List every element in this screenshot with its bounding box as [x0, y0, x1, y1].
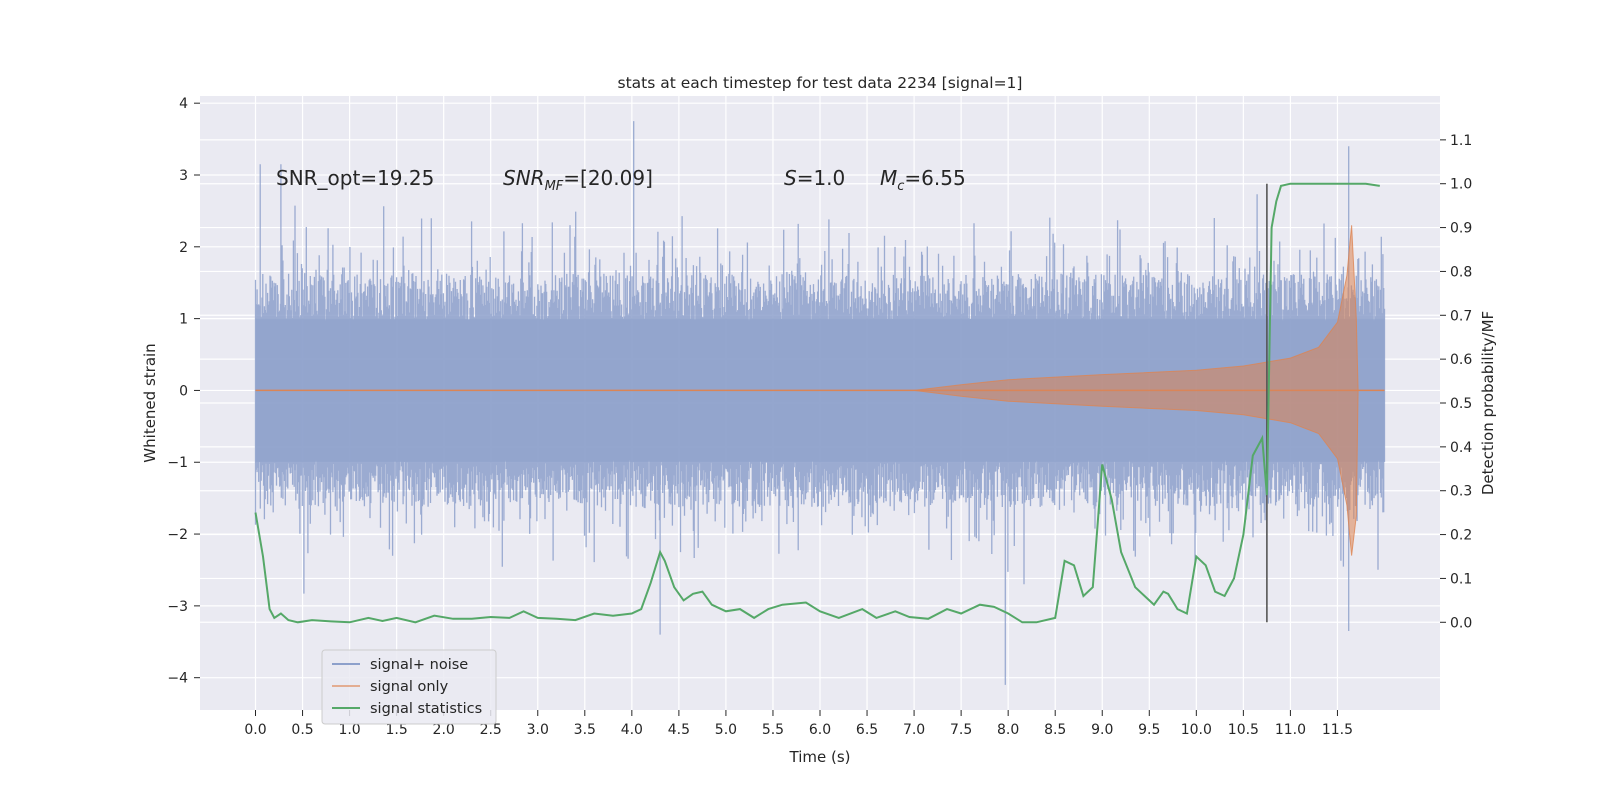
chart-title: stats at each timestep for test data 223… — [618, 74, 1023, 92]
x-tick-label: 9.5 — [1138, 722, 1160, 738]
y-tick-label: −3 — [167, 599, 188, 615]
y-axis-label: Whitened strain — [141, 343, 159, 462]
x-tick-label: 10.0 — [1181, 722, 1212, 738]
y2-tick-label: 0.8 — [1450, 264, 1472, 280]
s-annotation: S=1.0 — [784, 166, 845, 190]
legend-label-noise: signal+ noise — [370, 657, 468, 673]
x-tick-label: 0.5 — [291, 722, 313, 738]
mc-annotation: Mc=6.55 — [880, 166, 966, 194]
x-axis-label: Time (s) — [789, 748, 851, 766]
y2-tick-label: 0.5 — [1450, 396, 1472, 412]
y-tick-label: 3 — [179, 168, 188, 184]
y-tick-label: 1 — [179, 312, 188, 328]
y2-tick-label: 1.0 — [1450, 177, 1472, 193]
x-tick-label: 3.0 — [527, 722, 549, 738]
y2-tick-label: 0.2 — [1450, 528, 1472, 544]
y2-tick-label: 0.6 — [1450, 352, 1472, 368]
y2-tick-label: 0.0 — [1450, 615, 1472, 631]
x-tick-label: 6.5 — [856, 722, 878, 738]
y-tick-label: 0 — [179, 383, 188, 399]
y-tick-label: 2 — [179, 240, 188, 256]
snr-opt-annotation: SNR_opt=19.25 — [276, 166, 434, 190]
x-tick-label: 8.5 — [1044, 722, 1066, 738]
y2-tick-label: 0.9 — [1450, 221, 1472, 237]
y2-tick-label: 1.1 — [1450, 133, 1472, 149]
y-axis-right: 1.1 1.0 0.9 0.8 0.7 0.6 0.5 0.4 0.3 0.2 0.1 0.0 — [1440, 133, 1472, 631]
x-tick-label: 0.0 — [244, 722, 266, 738]
x-tick-label: 4.0 — [621, 722, 643, 738]
x-tick-label: 11.5 — [1322, 722, 1353, 738]
legend: signal+ noise signal only signal statist… — [322, 650, 496, 724]
y-axis-right-label: Detection probability/MF — [1479, 311, 1497, 495]
x-tick-label: 5.0 — [715, 722, 737, 738]
x-tick-label: 7.0 — [903, 722, 925, 738]
x-tick-label: 10.5 — [1228, 722, 1259, 738]
y-tick-label: −2 — [167, 527, 188, 543]
y-tick-label: −4 — [167, 671, 188, 687]
y2-tick-label: 0.4 — [1450, 440, 1472, 456]
y2-tick-label: 0.3 — [1450, 484, 1472, 500]
y-tick-label: −1 — [167, 455, 188, 471]
x-tick-label: 9.0 — [1091, 722, 1113, 738]
x-tick-label: 6.0 — [809, 722, 831, 738]
x-tick-label: 5.5 — [762, 722, 784, 738]
snr-mf-annotation: SNRMF=[20.09] — [503, 166, 653, 194]
y-axis-left: 4 3 2 1 0 −1 −2 −3 −4 — [167, 96, 200, 687]
x-tick-label: 7.5 — [950, 722, 972, 738]
x-tick-label: 11.0 — [1275, 722, 1306, 738]
legend-label-signal: signal only — [370, 679, 449, 695]
y2-tick-label: 0.1 — [1450, 571, 1472, 587]
y-tick-label: 4 — [179, 96, 188, 112]
x-tick-label: 3.5 — [574, 722, 596, 738]
x-tick-label: 4.5 — [668, 722, 690, 738]
x-tick-label: 8.0 — [997, 722, 1019, 738]
y2-tick-label: 0.7 — [1450, 308, 1472, 324]
legend-label-stat: signal statistics — [370, 701, 482, 717]
